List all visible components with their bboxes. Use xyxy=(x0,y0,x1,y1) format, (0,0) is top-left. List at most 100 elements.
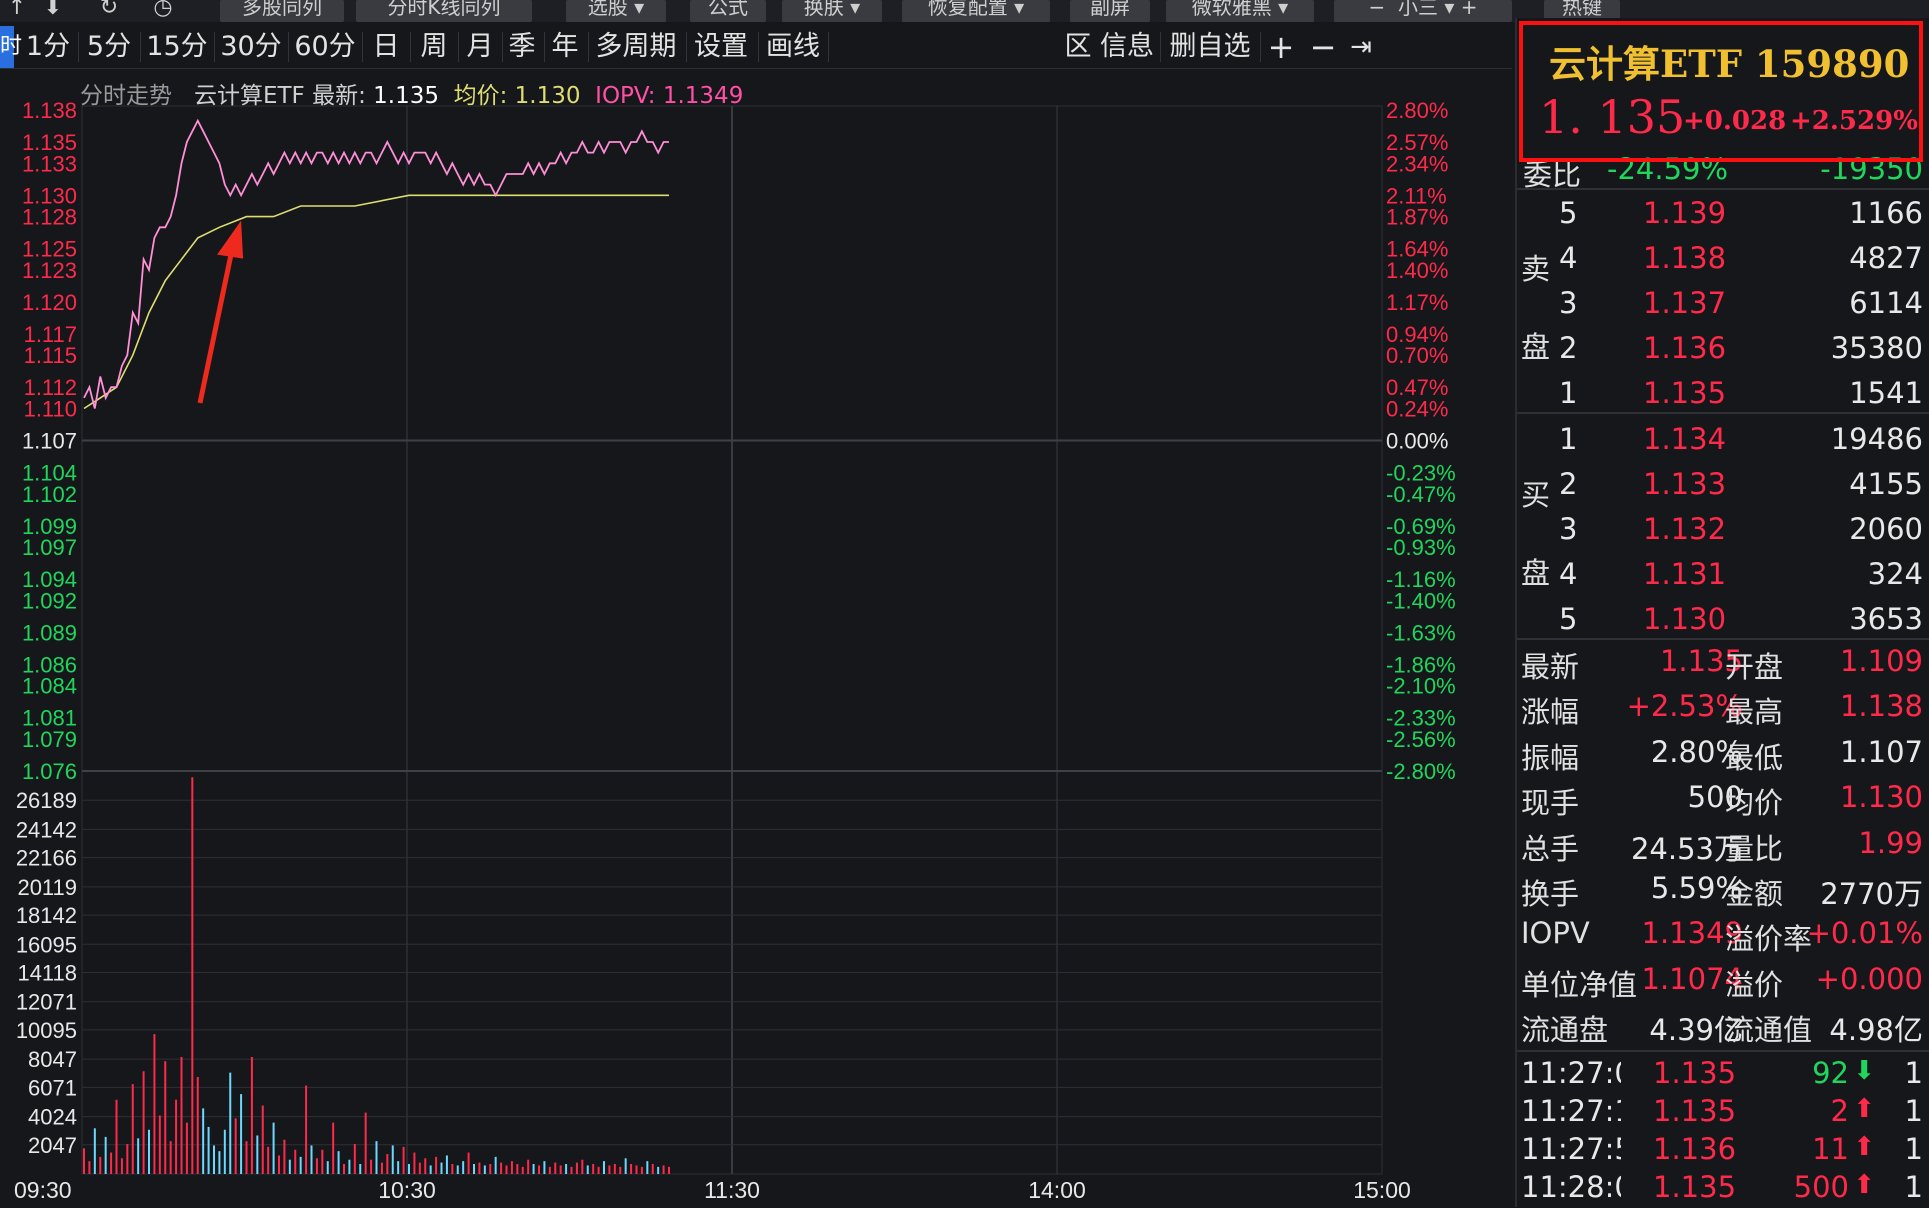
zoom-in-icon[interactable]: + xyxy=(1267,28,1295,66)
percent-tick-label: -1.16% xyxy=(1386,567,1456,592)
price-tick-label: 1.092 xyxy=(22,588,77,613)
last-price: 1. 135 xyxy=(1539,90,1686,144)
skin-button[interactable]: 换肤 ▾ xyxy=(782,0,882,22)
order-book-row[interactable]: 4 1.131 324 xyxy=(1517,553,1929,597)
order-book-row[interactable]: 2 1.136 35380 xyxy=(1517,327,1929,371)
tick-row: 11:27:51 1.136 11⬆ 1 xyxy=(1517,1132,1929,1170)
timeshare-kline-button[interactable]: 分时K线同列 xyxy=(356,0,532,22)
intraday-chart[interactable]: 1.1381.1351.1331.1301.1281.1251.1231.120… xyxy=(0,68,1512,1207)
stat-label: 金额 xyxy=(1725,877,1784,911)
price-tick-label: 1.094 xyxy=(22,567,77,592)
stat-label: 溢价 xyxy=(1725,967,1784,1002)
tick-time: 11:27:18 xyxy=(1521,1094,1621,1128)
arrow-head xyxy=(217,220,244,259)
secondary-screen-button[interactable]: 副屏 xyxy=(1070,0,1150,22)
tab-multi-period[interactable]: 多周期 xyxy=(595,31,677,62)
tab-1min[interactable]: 1分 xyxy=(25,31,71,62)
remove-watchlist-button[interactable]: 删自选 xyxy=(1169,31,1251,62)
divider xyxy=(288,32,289,62)
price-tick-label: 1.102 xyxy=(22,482,77,507)
multi-stock-button[interactable]: 多股同列 xyxy=(220,0,344,22)
order-level: 5 xyxy=(1559,602,1578,636)
order-book-row[interactable]: 3 1.137 6114 xyxy=(1517,282,1929,326)
order-volume: 3653 xyxy=(1849,602,1923,636)
order-book-row[interactable]: 2 1.133 4155 xyxy=(1517,463,1929,507)
order-volume: 35380 xyxy=(1830,331,1923,365)
font-select[interactable]: 微软雅黑 ▾ xyxy=(1166,0,1314,22)
order-volume: 4827 xyxy=(1849,241,1923,275)
order-book-row[interactable]: 3 1.132 2060 xyxy=(1517,508,1929,552)
average-price-line xyxy=(83,194,669,410)
tab-month[interactable]: 月 xyxy=(466,31,494,62)
order-book-row[interactable]: 4 1.138 4827 xyxy=(1517,237,1929,281)
order-book-row[interactable]: 1 1.135 1541 xyxy=(1517,372,1929,416)
arrow-icon[interactable]: ↑ xyxy=(7,0,27,20)
tick-price: 1.135 xyxy=(1653,1056,1737,1090)
order-level: 2 xyxy=(1559,467,1578,501)
order-book-row[interactable]: 1 1.134 19486 xyxy=(1517,418,1929,462)
order-book-row[interactable]: 5 1.130 3653 xyxy=(1517,598,1929,642)
info-button[interactable]: 信息 xyxy=(1100,31,1154,62)
price-tick-label: 1.117 xyxy=(24,322,77,347)
font-size-increase[interactable]: + xyxy=(1460,0,1478,19)
price-change: +0.028 xyxy=(1683,106,1787,136)
tab-5min[interactable]: 5分 xyxy=(86,31,132,62)
stock-picker-button[interactable]: 选股 ▾ xyxy=(566,0,666,22)
tick-count: 1 xyxy=(1904,1056,1923,1090)
time-tick-label: 09:30 xyxy=(14,1177,72,1203)
price-change-pct: +2.529% xyxy=(1790,106,1918,136)
settings-button[interactable]: 设置 xyxy=(694,31,748,62)
percent-tick-label: -0.93% xyxy=(1386,535,1456,560)
stat-value: 1.109 xyxy=(1839,644,1923,678)
stat-value: 1.138 xyxy=(1839,689,1923,724)
stat-value: 1.135 xyxy=(1659,644,1743,678)
restore-config-button[interactable]: 恢复配置 ▾ xyxy=(902,0,1050,22)
tab-30min[interactable]: 30分 xyxy=(220,31,282,62)
font-size-decrease[interactable]: − xyxy=(1368,0,1386,19)
collapse-panel-icon[interactable]: ⇥ xyxy=(1350,32,1372,62)
hotkey-button[interactable]: 热键 xyxy=(1544,0,1620,22)
order-price: 1.131 xyxy=(1643,557,1727,591)
stat-value: 4.98亿 xyxy=(1829,1013,1923,1048)
download-icon[interactable]: ⬇ xyxy=(43,0,63,20)
stat-label: 总手 xyxy=(1521,831,1580,866)
volume-tick-label: 22166 xyxy=(16,846,77,871)
tick-time: 11:27:51 xyxy=(1521,1132,1621,1166)
tab-quarter[interactable]: 季 xyxy=(508,31,536,62)
divider xyxy=(214,32,215,62)
percent-tick-label: 0.47% xyxy=(1386,375,1448,400)
tab-15min[interactable]: 15分 xyxy=(146,31,208,62)
tab-60min[interactable]: 60分 xyxy=(294,31,356,62)
tab-day[interactable]: 日 xyxy=(372,31,400,62)
percent-tick-label: -0.23% xyxy=(1386,460,1456,485)
divider xyxy=(1517,638,1929,640)
tab-week[interactable]: 周 xyxy=(420,31,448,62)
price-tick-label: 1.135 xyxy=(22,130,77,155)
tick-price: 1.135 xyxy=(1653,1170,1737,1204)
draw-line-button[interactable]: 画线 xyxy=(766,31,820,62)
clock-icon[interactable]: ◷ xyxy=(153,0,173,20)
stat-value: 24.53万 xyxy=(1630,831,1743,866)
tab-year[interactable]: 年 xyxy=(551,31,579,62)
region-button[interactable]: 区 xyxy=(1064,31,1092,62)
order-price: 1.130 xyxy=(1643,602,1727,636)
order-book-row[interactable]: 5 1.139 1166 xyxy=(1517,192,1929,236)
divider xyxy=(502,32,503,62)
percent-tick-label: 0.70% xyxy=(1386,343,1448,368)
security-title: 云计算ETF 159890 xyxy=(1549,42,1910,86)
tick-volume: 11 xyxy=(1812,1132,1849,1166)
tick-count: 1 xyxy=(1904,1170,1923,1204)
order-level: 3 xyxy=(1559,512,1578,546)
stat-value: 1.1349 xyxy=(1641,916,1743,951)
formula-button[interactable]: 公式 xyxy=(690,0,766,22)
chevron-down-icon: ▾ xyxy=(1278,0,1289,19)
font-size-control[interactable]: − 小三 ▾ + xyxy=(1334,0,1512,22)
order-ratio-diff: -19350 xyxy=(1820,152,1923,186)
zoom-out-icon[interactable]: − xyxy=(1309,28,1337,66)
order-price: 1.139 xyxy=(1643,196,1727,230)
timeshare-tab-active[interactable]: 时 xyxy=(0,26,22,68)
percent-tick-label: -0.69% xyxy=(1386,514,1456,539)
stock-picker-label: 选股 xyxy=(587,0,628,19)
refresh-icon[interactable]: ↻ xyxy=(99,0,119,20)
divider xyxy=(1160,32,1161,62)
